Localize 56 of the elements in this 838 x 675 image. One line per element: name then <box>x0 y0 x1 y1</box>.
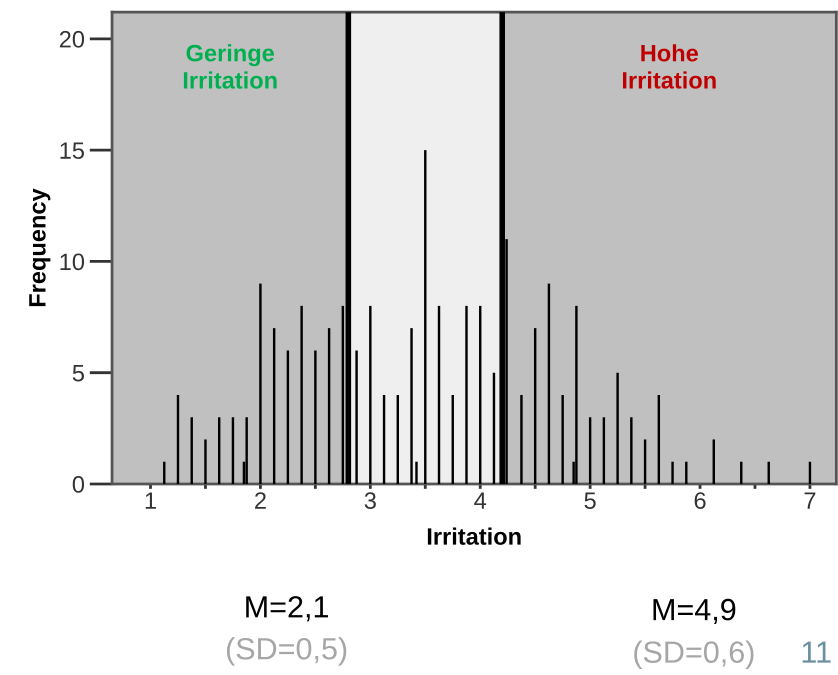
bar <box>300 306 303 484</box>
x-tick-label: 3 <box>364 492 376 509</box>
bar <box>658 394 660 484</box>
bar <box>382 394 386 484</box>
bar <box>218 417 220 484</box>
bar <box>740 462 742 484</box>
bar <box>452 394 454 484</box>
bar <box>712 439 715 484</box>
bar <box>479 306 482 484</box>
bar <box>286 350 290 484</box>
bar <box>163 462 166 484</box>
bar <box>355 350 358 484</box>
bar <box>396 394 400 484</box>
bar <box>616 372 619 484</box>
band-label: Geringe Irritation <box>184 44 277 89</box>
x-tick-label: 1 <box>146 492 156 509</box>
text: M=4,9 <box>653 598 736 624</box>
band-label: Hohe Irritation <box>622 44 716 89</box>
bar <box>424 150 426 484</box>
bar <box>561 394 564 484</box>
bar <box>602 417 606 484</box>
y-tick-label: 5 <box>72 365 84 382</box>
bar <box>259 284 262 484</box>
bar <box>808 462 812 484</box>
bar <box>369 306 372 484</box>
y-tick-label: 20 <box>60 30 84 48</box>
bar <box>671 462 674 484</box>
bar <box>575 306 578 484</box>
bar <box>314 350 317 484</box>
y-tick-label: 0 <box>72 476 84 493</box>
bar <box>328 328 330 484</box>
bar <box>548 284 550 484</box>
text: (SD=0,6) <box>634 640 754 669</box>
y-tick-label: 15 <box>60 142 84 159</box>
y-axis-title: Frequency <box>29 188 50 306</box>
bar <box>520 394 523 484</box>
text: 11 <box>802 642 831 663</box>
bar <box>644 439 646 484</box>
bar <box>272 328 276 484</box>
bar <box>534 328 536 484</box>
x-tick-label: 4 <box>474 492 486 509</box>
x-tick-label: 2 <box>255 492 266 509</box>
bar <box>190 417 193 484</box>
y-tick-label: 10 <box>60 253 84 270</box>
bar <box>232 417 234 484</box>
x-tick-label: 5 <box>584 492 596 509</box>
text: M=2,1 <box>246 596 328 622</box>
bar <box>630 417 633 484</box>
bar <box>685 462 688 484</box>
bar <box>768 462 770 484</box>
bar <box>588 417 592 484</box>
text: (SD=0,5) <box>226 637 346 666</box>
x-tick-label: 7 <box>804 492 816 509</box>
x-axis-title: Irritation <box>428 528 521 545</box>
x-tick-label: 6 <box>694 492 706 509</box>
bar <box>245 417 248 484</box>
